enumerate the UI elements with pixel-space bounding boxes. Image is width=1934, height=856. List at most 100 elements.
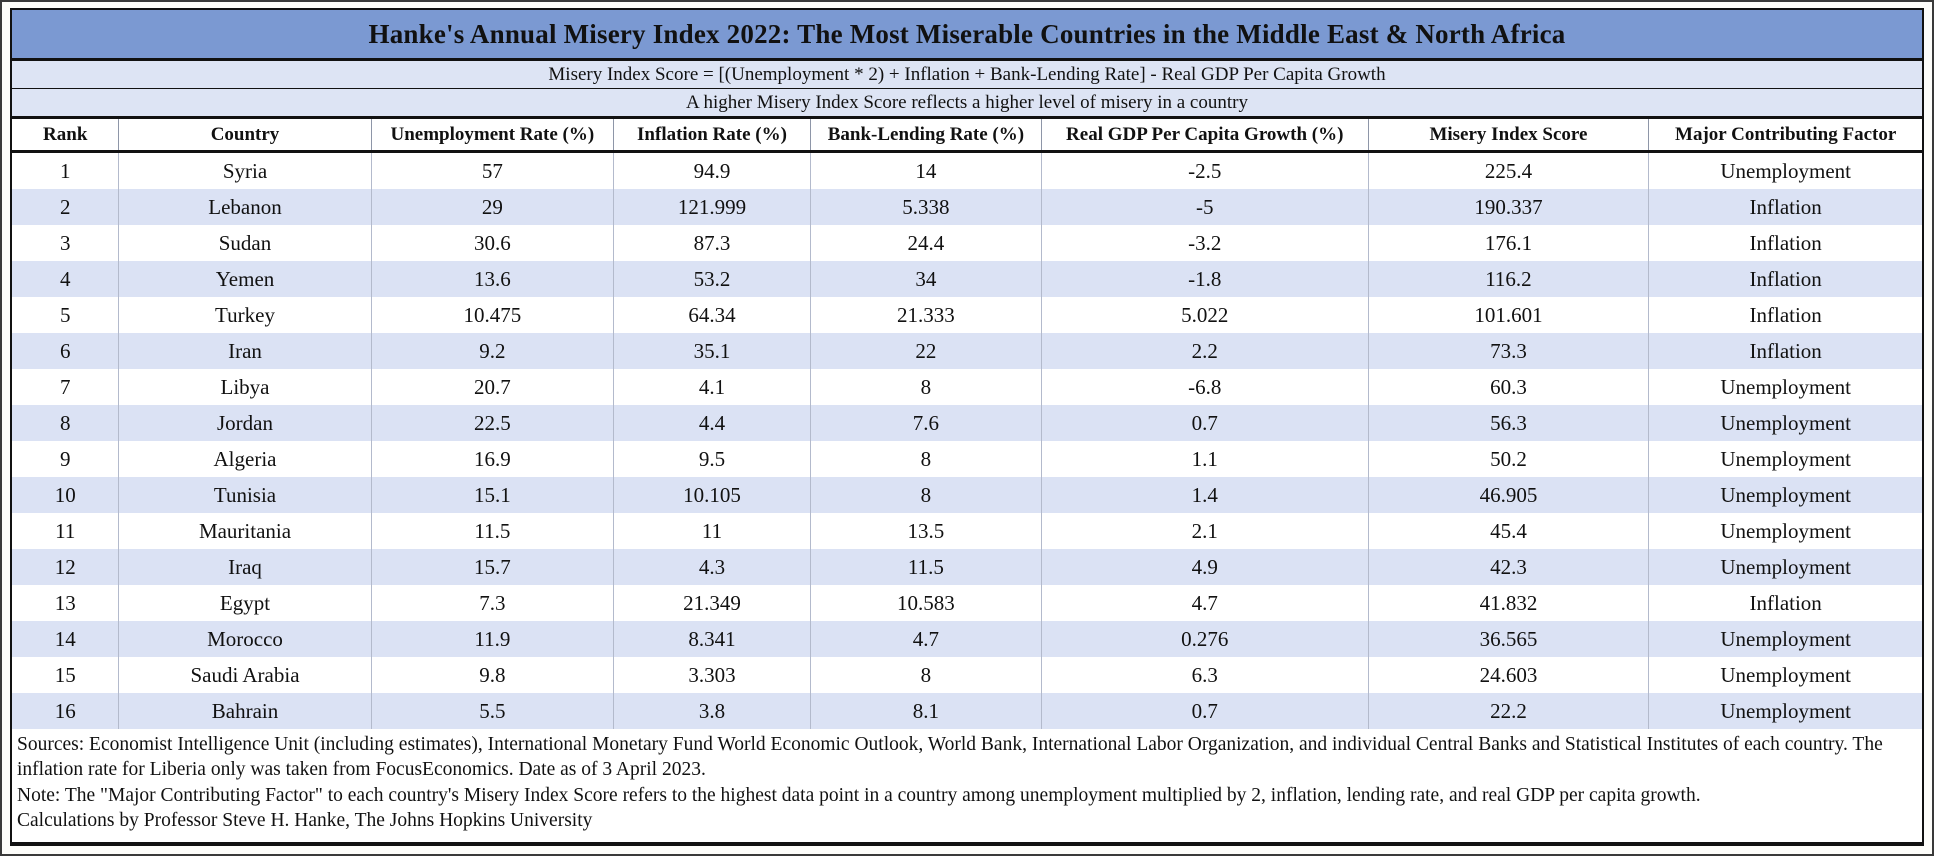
- cell-misery: 22.2: [1368, 693, 1650, 729]
- cell-lending: 4.7: [810, 621, 1042, 657]
- cell-lending: 8: [810, 369, 1042, 405]
- cell-gdp_growth: 4.9: [1041, 549, 1369, 585]
- cell-unemployment: 11.5: [371, 513, 615, 549]
- column-header: Inflation Rate (%): [613, 119, 811, 153]
- cell-inflation: 3.303: [613, 657, 811, 693]
- cell-country: Saudi Arabia: [118, 657, 372, 693]
- table-row: 8 Jordan 22.5 4.4 7.6 0.7 56.3 Unemployment: [12, 405, 1922, 441]
- formula-band: Misery Index Score = [(Unemployment * 2)…: [12, 61, 1922, 89]
- cell-inflation: 87.3: [613, 225, 811, 261]
- cell-factor: Inflation: [1749, 230, 1822, 255]
- cell-country: Syria: [118, 151, 372, 189]
- cell-misery: 190.337: [1368, 189, 1650, 225]
- cell-rank: 10: [12, 477, 120, 513]
- cell-lending: 8: [810, 477, 1042, 513]
- cell-misery: 60.3: [1368, 369, 1650, 405]
- table-row: 9 Algeria 16.9 9.5 8 1.1 50.2 Unemployment: [12, 441, 1922, 477]
- page-title: Hanke's Annual Misery Index 2022: The Mo…: [368, 18, 1566, 49]
- cell-unemployment: 11.9: [371, 621, 615, 657]
- cell-gdp_growth: 6.3: [1041, 657, 1369, 693]
- cell-country: Algeria: [118, 441, 372, 477]
- table-row: 12 Iraq 15.7 4.3 11.5 4.9 42.3 Unemployment: [12, 549, 1922, 585]
- cell-country: Mauritania: [118, 513, 372, 549]
- cell-gdp_growth: -6.8: [1041, 369, 1369, 405]
- cell-factor: Unemployment: [1720, 374, 1851, 399]
- cell-factor: Unemployment: [1720, 410, 1851, 435]
- cell-misery: 42.3: [1368, 549, 1650, 585]
- table-row: 11 Mauritania 11.5 11 13.5 2.1 45.4 Unemploymen…: [12, 513, 1922, 549]
- cell-factor: Unemployment: [1720, 158, 1851, 183]
- cell-factor: Unemployment: [1720, 662, 1851, 687]
- cell-inflation: 3.8: [613, 693, 811, 729]
- table-row: 16 Bahrain 5.5 3.8 8.1 0.7 22.2 Unemployment: [12, 693, 1922, 729]
- cell-rank: 13: [12, 585, 120, 621]
- cell-factor: Inflation: [1749, 266, 1822, 291]
- cell-factor: Inflation: [1749, 590, 1822, 615]
- table-row: 5 Turkey 10.475 64.34 21.333 5.022 101.601 Infl…: [12, 297, 1922, 333]
- cell-rank: 3: [12, 225, 120, 261]
- cell-rank: 6: [12, 333, 120, 369]
- cell-rank: 12: [12, 549, 120, 585]
- cell-inflation: 9.5: [613, 441, 811, 477]
- cell-factor: Unemployment: [1720, 446, 1851, 471]
- cell-gdp_growth: -2.5: [1041, 151, 1369, 189]
- cell-gdp_growth: 4.7: [1041, 585, 1369, 621]
- cell-inflation: 64.34: [613, 297, 811, 333]
- note-band: A higher Misery Index Score reflects a h…: [12, 89, 1922, 119]
- column-header: Major Contributing Factor: [1648, 119, 1922, 153]
- cell-lending: 13.5: [810, 513, 1042, 549]
- table-row: 4 Yemen 13.6 53.2 34 -1.8 116.2 Inflation: [12, 261, 1922, 297]
- footnote-credit: Calculations by Professor Steve H. Hanke…: [17, 810, 593, 832]
- cell-misery: 36.565: [1368, 621, 1650, 657]
- cell-misery: 73.3: [1368, 333, 1650, 369]
- cell-country: Jordan: [118, 405, 372, 441]
- cell-country: Morocco: [118, 621, 372, 657]
- cell-unemployment: 10.475: [371, 297, 615, 333]
- cell-lending: 10.583: [810, 585, 1042, 621]
- table-header-row: Rank Country Unemployment Rate (%) Inflatio…: [12, 119, 1922, 153]
- cell-factor: Inflation: [1749, 302, 1822, 327]
- cell-gdp_growth: 2.1: [1041, 513, 1369, 549]
- cell-rank: 8: [12, 405, 120, 441]
- cell-country: Bahrain: [118, 693, 372, 729]
- cell-inflation: 53.2: [613, 261, 811, 297]
- cell-lending: 21.333: [810, 297, 1042, 333]
- cell-country: Iraq: [118, 549, 372, 585]
- cell-lending: 7.6: [810, 405, 1042, 441]
- misery-index-table: Rank Country Unemployment Rate (%) Inflatio…: [12, 119, 1922, 729]
- cell-gdp_growth: 1.1: [1041, 441, 1369, 477]
- cell-unemployment: 20.7: [371, 369, 615, 405]
- cell-rank: 4: [12, 261, 120, 297]
- column-header: Rank: [12, 119, 120, 153]
- title-band: Hanke's Annual Misery Index 2022: The Mo…: [12, 10, 1922, 61]
- cell-gdp_growth: -1.8: [1041, 261, 1369, 297]
- table-row: 10 Tunisia 15.1 10.105 8 1.4 46.905 Unemploymen…: [12, 477, 1922, 513]
- cell-factor: Unemployment: [1720, 518, 1851, 543]
- table-row: 7 Libya 20.7 4.1 8 -6.8 60.3 Unemployment: [12, 369, 1922, 405]
- cell-factor: Inflation: [1749, 194, 1822, 219]
- column-header: Real GDP Per Capita Growth (%): [1041, 119, 1369, 153]
- cell-misery: 46.905: [1368, 477, 1650, 513]
- cell-gdp_growth: 0.276: [1041, 621, 1369, 657]
- footnotes: Sources: Economist Intelligence Unit (in…: [12, 729, 1922, 842]
- cell-unemployment: 22.5: [371, 405, 615, 441]
- cell-inflation: 8.341: [613, 621, 811, 657]
- cell-country: Tunisia: [118, 477, 372, 513]
- cell-country: Yemen: [118, 261, 372, 297]
- table-row: 1 Syria 57 94.9 14 -2.5 225.4 Unemployment: [12, 151, 1922, 189]
- cell-gdp_growth: 0.7: [1041, 405, 1369, 441]
- cell-unemployment: 16.9: [371, 441, 615, 477]
- cell-lending: 14: [810, 151, 1042, 189]
- cell-rank: 16: [12, 693, 120, 729]
- cell-rank: 14: [12, 621, 120, 657]
- table-row: 3 Sudan 30.6 87.3 24.4 -3.2 176.1 Inflation: [12, 225, 1922, 261]
- cell-unemployment: 7.3: [371, 585, 615, 621]
- cell-inflation: 4.3: [613, 549, 811, 585]
- cell-country: Egypt: [118, 585, 372, 621]
- cell-misery: 116.2: [1368, 261, 1650, 297]
- cell-country: Sudan: [118, 225, 372, 261]
- cell-unemployment: 9.2: [371, 333, 615, 369]
- cell-misery: 101.601: [1368, 297, 1650, 333]
- column-header: Unemployment Rate (%): [371, 119, 615, 153]
- cell-unemployment: 13.6: [371, 261, 615, 297]
